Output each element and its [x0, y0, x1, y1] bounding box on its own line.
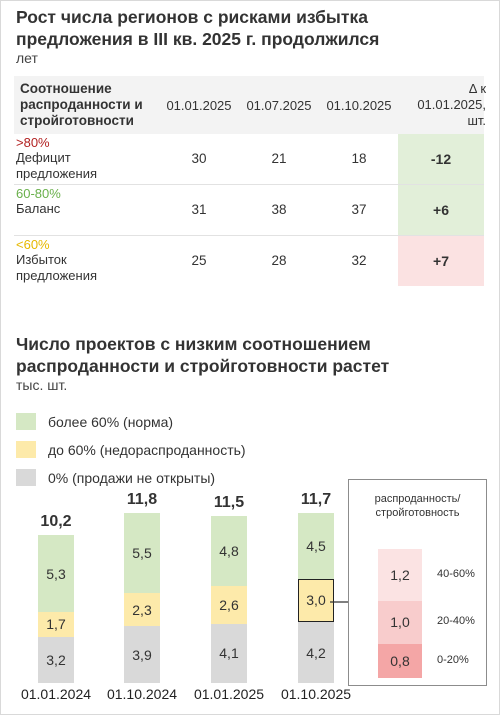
header-ratio-line1: Соотношение — [20, 81, 112, 96]
bar-segment: 3,0 — [298, 578, 334, 623]
x-tick-label: 01.01.2024 — [20, 686, 92, 702]
header-delta-line3: шт. — [467, 113, 486, 128]
x-tick-label: 01.10.2025 — [280, 686, 352, 702]
range-label: <60% — [16, 237, 50, 252]
header-ratio-line3: стройготовности — [20, 113, 134, 128]
bar-segment: 4,1 — [211, 623, 247, 683]
regions-table: Соотношение распроданности и стройготовн… — [14, 76, 486, 286]
header-delta-line2: 01.01.2025, — [417, 97, 486, 112]
top-unit: лет — [16, 50, 38, 66]
legend-swatch — [16, 413, 36, 430]
inset-segment: 0,8 — [378, 643, 422, 678]
bar-segment: 4,2 — [298, 622, 334, 683]
header-ratio: Соотношение распроданности и стройготовн… — [20, 81, 160, 129]
range-label: 60-80% — [16, 186, 61, 201]
inset-breakdown: распроданность/ стройготовность 0,8 0-20%… — [348, 479, 487, 686]
inset-range-label: 40-60% — [437, 567, 475, 580]
legend-item-undersold: до 60% (недораспроданность) — [16, 441, 246, 458]
table-cell: 32 — [351, 253, 367, 268]
bar-total-label: 10,2 — [40, 513, 72, 531]
row-name: Баланс — [16, 201, 146, 217]
x-tick-label: 01.10.2024 — [106, 686, 178, 702]
table-cell: 28 — [271, 253, 287, 268]
table-cell: 31 — [191, 202, 207, 217]
header-date-2: 01.07.2025 — [246, 98, 312, 113]
inset-title-line2: стройготовность — [375, 507, 460, 519]
legend-label: 0% (продажи не открыты) — [48, 469, 216, 486]
bottom-title-line1: Число проектов с низким соотношением — [16, 334, 371, 354]
legend-swatch — [16, 469, 36, 486]
bar-total-label: 11,7 — [300, 491, 332, 509]
delta-cell: -12 — [398, 134, 484, 184]
header-delta: Δ к 01.01.2025, шт. — [402, 81, 486, 129]
table-cell: 18 — [351, 151, 367, 166]
bar-total-label: 11,8 — [126, 491, 158, 509]
delta-cell: +6 — [398, 185, 484, 235]
inset-range-label: 0-20% — [437, 653, 469, 666]
bottom-title-line2: распроданности и стройготовности растет — [16, 356, 390, 376]
row-name-line2: предложения — [16, 166, 98, 181]
bar-segment: 5,5 — [124, 513, 160, 594]
table-cell: 38 — [271, 202, 287, 217]
inset-title: распроданность/ стройготовность — [349, 492, 486, 520]
bar-segment: 3,9 — [124, 626, 160, 683]
legend-item-not-open: 0% (продажи не открыты) — [16, 469, 215, 486]
legend-label: более 60% (норма) — [48, 413, 174, 430]
bar-segment: 5,3 — [38, 535, 74, 612]
table-cell: 37 — [351, 202, 367, 217]
bottom-unit: тыс. шт. — [16, 377, 68, 393]
legend-item-norm: более 60% (норма) — [16, 413, 173, 430]
row-name-line1: Баланс — [16, 201, 61, 216]
header-date-1: 01.01.2025 — [166, 98, 232, 113]
row-name: Дефицит предложения — [16, 150, 146, 182]
row-name-line2: предложения — [16, 268, 98, 283]
bar-segment: 2,6 — [211, 585, 247, 624]
header-ratio-line2: распроданности и — [20, 97, 143, 112]
x-tick-label: 01.01.2025 — [193, 686, 265, 702]
table-row: <60% Избыток предложения 25 28 32 +7 — [14, 236, 484, 286]
bar-segment: 2,3 — [124, 593, 160, 627]
header-delta-line1: Δ к — [468, 81, 486, 96]
bar-segment: 4,5 — [298, 513, 334, 579]
delta-cell: +7 — [398, 236, 484, 286]
row-name-line1: Избыток — [16, 252, 67, 267]
table-cell: 21 — [271, 151, 287, 166]
range-label: >80% — [16, 135, 50, 150]
header-date-3: 01.10.2025 — [326, 98, 392, 113]
top-title-line1: Рост числа регионов с рисками избытка — [16, 7, 368, 27]
table-cell: 25 — [191, 253, 207, 268]
legend-label: до 60% (недораспроданность) — [48, 441, 246, 458]
row-name: Избыток предложения — [16, 252, 146, 284]
inset-title-line1: распроданность/ — [374, 493, 461, 505]
table-row: 60-80% Баланс 31 38 37 +6 — [14, 185, 484, 236]
row-name-line1: Дефицит — [16, 150, 71, 165]
table-cell: 30 — [191, 151, 207, 166]
bar-segment: 3,2 — [38, 636, 74, 683]
bar-segment: 4,8 — [211, 516, 247, 586]
inset-range-label: 20-40% — [437, 615, 475, 628]
bar-total-label: 11,5 — [213, 494, 245, 512]
table-row: >80% Дефицит предложения 30 21 18 -12 — [14, 134, 484, 185]
table-header: Соотношение распроданности и стройготовн… — [14, 76, 486, 134]
inset-segment: 1,0 — [378, 600, 422, 644]
legend-swatch — [16, 441, 36, 458]
bar-segment: 1,7 — [38, 611, 74, 637]
inset-segment: 1,2 — [378, 549, 422, 601]
top-title-line2: предложения в III кв. 2025 г. продолжилс… — [16, 29, 380, 49]
